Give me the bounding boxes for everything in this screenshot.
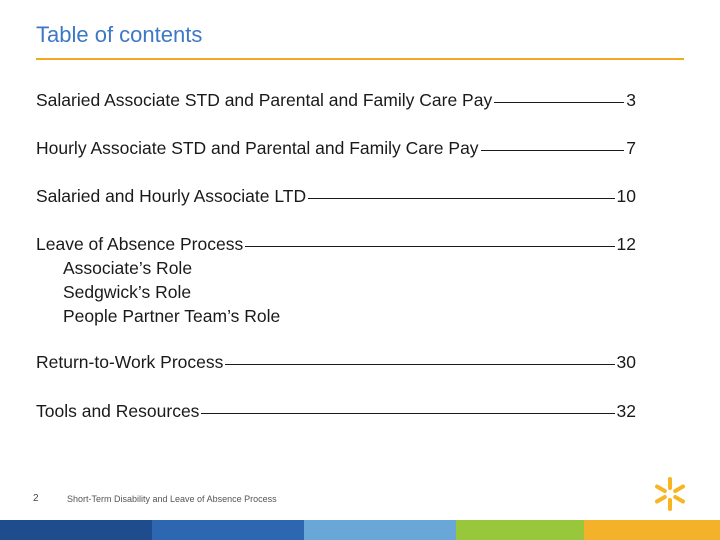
color-bar-segment <box>0 520 152 540</box>
dot-leader <box>225 364 615 365</box>
toc-entry-page: 3 <box>626 90 636 110</box>
dot-leader <box>480 150 625 151</box>
toc-entry-label: Return-to-Work Process <box>36 352 224 372</box>
toc-entry-page: 30 <box>616 352 636 372</box>
dot-leader <box>494 102 625 103</box>
spark-icon <box>655 477 685 511</box>
toc-entry: Salaried and Hourly Associate LTD 10 <box>36 184 636 208</box>
color-bar-segment <box>304 520 456 540</box>
toc-entry-page: 10 <box>616 186 636 206</box>
toc-entry-page: 32 <box>616 401 636 421</box>
toc-entry-label: Salaried Associate STD and Parental and … <box>36 90 493 110</box>
footer-document-title: Short-Term Disability and Leave of Absen… <box>67 494 277 504</box>
toc-entry: Tools and Resources 32 <box>36 399 636 423</box>
toc-entry: Hourly Associate STD and Parental and Fa… <box>36 136 636 160</box>
dot-leader <box>245 246 615 247</box>
toc-subitem: Associate’s Role <box>63 258 193 278</box>
toc-entry-page: 7 <box>626 138 636 158</box>
dot-leader <box>201 413 615 414</box>
toc-entry: Salaried Associate STD and Parental and … <box>36 88 636 112</box>
toc-subitem: People Partner Team’s Role <box>63 306 281 326</box>
color-bar-segment <box>584 520 720 540</box>
toc-subitem: Sedgwick’s Role <box>63 282 192 302</box>
dot-leader <box>308 198 615 199</box>
toc-entry-label: Tools and Resources <box>36 401 200 421</box>
toc-entry-label: Salaried and Hourly Associate LTD <box>36 186 307 206</box>
footer-page-number: 2 <box>33 493 39 504</box>
toc-entry-page: 12 <box>616 234 636 254</box>
toc-entry: Leave of Absence Process 12 Associate’s … <box>36 232 636 328</box>
toc-entry: Return-to-Work Process 30 <box>36 350 636 374</box>
color-bar-segment <box>152 520 304 540</box>
footer-color-bar <box>0 520 720 540</box>
color-bar-segment <box>456 520 584 540</box>
title-rule <box>36 58 684 60</box>
toc-entry-label: Hourly Associate STD and Parental and Fa… <box>36 138 479 158</box>
toc-title: Table of contents <box>36 22 203 47</box>
toc-entry-label: Leave of Absence Process <box>36 234 244 254</box>
